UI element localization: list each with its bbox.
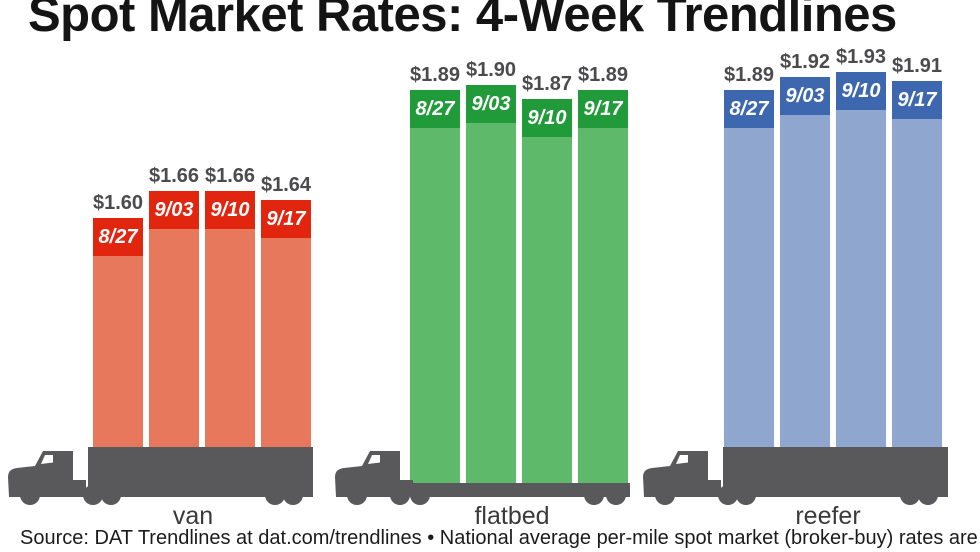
week-label-cap: 9/10 bbox=[836, 72, 886, 110]
bar-body bbox=[892, 119, 942, 452]
price-label: $1.66 bbox=[204, 165, 256, 187]
source-note: Source: DAT Trendlines at dat.com/trendl… bbox=[20, 527, 978, 549]
bar-body bbox=[205, 229, 255, 452]
bar-body bbox=[466, 123, 516, 488]
bar-body bbox=[780, 115, 830, 452]
bar-flatbed-week1: $1.89 8/27 bbox=[410, 64, 460, 488]
week-label-cap: 8/27 bbox=[93, 218, 143, 256]
bar-reefer-week2: $1.92 9/03 bbox=[780, 51, 830, 452]
price-label: $1.64 bbox=[260, 174, 312, 196]
week-label-cap: 9/17 bbox=[261, 200, 311, 238]
week-label-cap: 8/27 bbox=[410, 90, 460, 128]
bar-body bbox=[724, 128, 774, 452]
bar-body bbox=[410, 128, 460, 488]
price-label: $1.60 bbox=[92, 192, 144, 214]
price-label: $1.91 bbox=[891, 55, 943, 77]
week-label-cap: 9/03 bbox=[149, 191, 199, 229]
bar-flatbed-week4: $1.89 9/17 bbox=[578, 64, 628, 488]
bar-van-week3: $1.66 9/10 bbox=[205, 165, 255, 452]
bar-body bbox=[261, 238, 311, 452]
price-label: $1.89 bbox=[409, 64, 461, 86]
bar-van-week1: $1.60 8/27 bbox=[93, 192, 143, 452]
flatbed-truck-icon bbox=[335, 451, 630, 505]
bar-body bbox=[578, 128, 628, 488]
price-label: $1.89 bbox=[723, 64, 775, 86]
bar-van-week2: $1.66 9/03 bbox=[149, 165, 199, 452]
week-label-cap: 9/17 bbox=[892, 81, 942, 119]
week-label-cap: 9/10 bbox=[205, 191, 255, 229]
price-label: $1.90 bbox=[465, 59, 517, 81]
week-label-cap: 9/17 bbox=[578, 90, 628, 128]
van-truck-icon bbox=[8, 447, 313, 505]
week-label-cap: 8/27 bbox=[724, 90, 774, 128]
chart-title: Spot Market Rates: 4-Week Trendlines bbox=[28, 0, 897, 42]
price-label: $1.93 bbox=[835, 46, 887, 68]
price-label: $1.66 bbox=[148, 165, 200, 187]
price-label: $1.87 bbox=[521, 73, 573, 95]
bar-body bbox=[522, 137, 572, 488]
bar-flatbed-week2: $1.90 9/03 bbox=[466, 59, 516, 488]
week-label-cap: 9/03 bbox=[780, 77, 830, 115]
reefer-truck-icon bbox=[643, 447, 948, 505]
week-label-cap: 9/03 bbox=[466, 85, 516, 123]
bar-reefer-week3: $1.93 9/10 bbox=[836, 46, 886, 452]
week-label-cap: 9/10 bbox=[522, 99, 572, 137]
bar-body bbox=[149, 229, 199, 452]
price-label: $1.89 bbox=[577, 64, 629, 86]
bar-reefer-week4: $1.91 9/17 bbox=[892, 55, 942, 452]
bar-van-week4: $1.64 9/17 bbox=[261, 174, 311, 452]
bar-flatbed-week3: $1.87 9/10 bbox=[522, 73, 572, 488]
group-label-reefer: reefer bbox=[795, 502, 861, 530]
price-label: $1.92 bbox=[779, 51, 831, 73]
group-label-van: van bbox=[172, 502, 214, 530]
group-label-flatbed: flatbed bbox=[474, 502, 550, 530]
bar-reefer-week1: $1.89 8/27 bbox=[724, 64, 774, 452]
bar-body bbox=[836, 110, 886, 452]
bar-body bbox=[93, 256, 143, 452]
